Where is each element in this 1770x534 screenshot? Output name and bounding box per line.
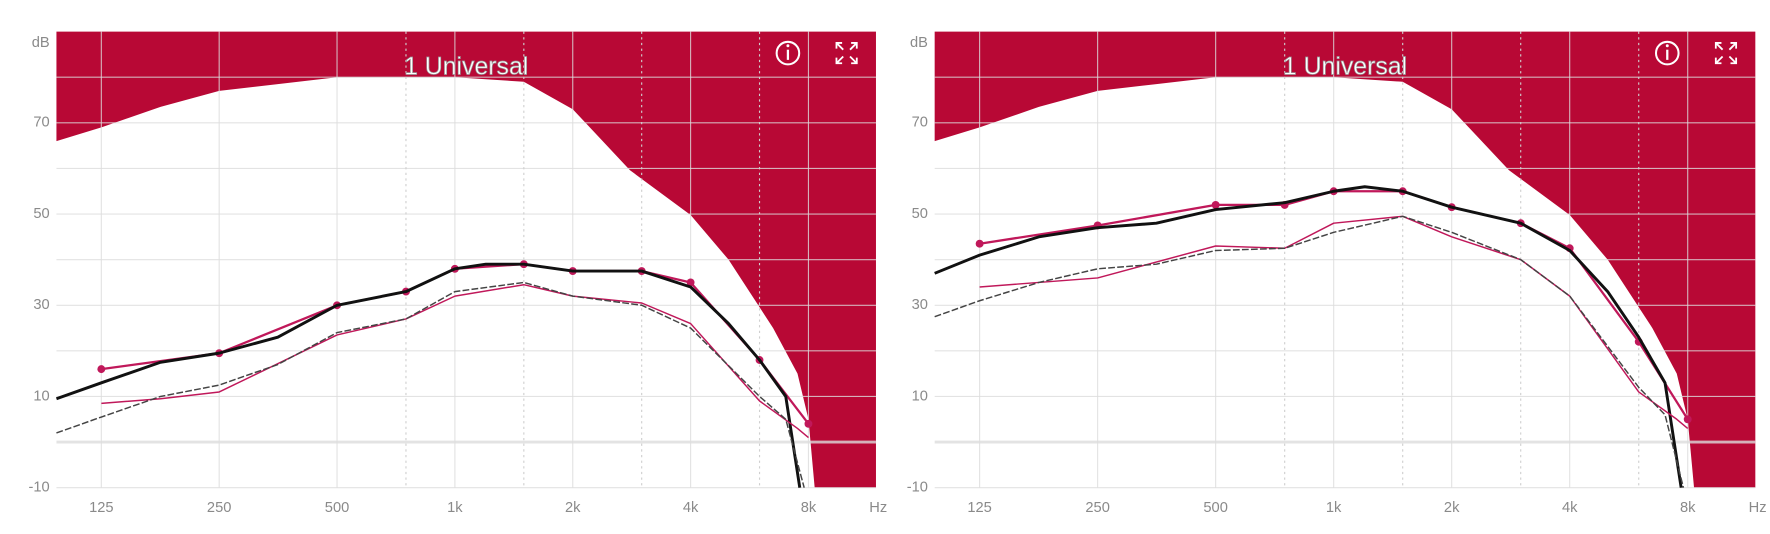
- y-tick-label: 70: [33, 115, 49, 131]
- info-button[interactable]: [1654, 40, 1680, 66]
- y-tick-label: -10: [907, 480, 928, 496]
- x-tick-label: 125: [967, 500, 991, 516]
- curve: [55, 262, 802, 488]
- info-icon: [775, 40, 801, 66]
- chart-panel: 125 250 500 1k 2k 4k 8k -10 10 30 50 70 dB Hz 1 Univer…: [907, 31, 1767, 516]
- expand-icon: [849, 42, 858, 51]
- y-tick-label: 10: [912, 388, 928, 404]
- curve: [979, 215, 1689, 429]
- y-unit: dB: [910, 35, 928, 51]
- y-tick-label: 50: [33, 206, 49, 222]
- x-tick-label: 125: [89, 500, 113, 516]
- x-tick-label: 8k: [801, 500, 817, 516]
- y-tick-label: 10: [33, 388, 49, 404]
- y-tick-label: 30: [33, 297, 49, 313]
- y-tick-label: 70: [912, 115, 928, 131]
- curve-point: [97, 365, 106, 374]
- x-tick-label: 8k: [1680, 500, 1696, 516]
- curve-point: [686, 278, 695, 287]
- x-tick-label: 500: [325, 500, 349, 516]
- expand-icon: [1714, 55, 1724, 65]
- expand-icon: [1714, 42, 1724, 51]
- x-tick-label: 2k: [565, 500, 581, 516]
- info-icon: [1665, 44, 1669, 48]
- curve: [56, 281, 805, 488]
- expand-icon: [1728, 42, 1738, 51]
- x-tick-label: 4k: [1562, 500, 1578, 516]
- y-tick-label: 30: [912, 297, 928, 313]
- x-unit: Hz: [869, 500, 887, 516]
- expand-button[interactable]: [1714, 42, 1738, 65]
- y-tick-label: 50: [912, 206, 928, 222]
- curve-point: [1211, 200, 1220, 209]
- y-unit: dB: [32, 35, 50, 51]
- expand-icon: [835, 55, 844, 65]
- curve-point: [1683, 415, 1692, 424]
- expand-icon: [1728, 55, 1738, 65]
- expand-button[interactable]: [835, 42, 858, 65]
- x-tick-label: 250: [1085, 500, 1109, 516]
- expand-icon: [835, 42, 844, 51]
- limit-area: [934, 31, 1756, 488]
- curve-point: [975, 239, 984, 248]
- x-tick-label: 1k: [1326, 500, 1342, 516]
- panel-title: 1 Universal: [404, 53, 528, 80]
- x-unit: Hz: [1749, 500, 1767, 516]
- x-tick-label: 2k: [1444, 500, 1460, 516]
- expand-icon: [849, 55, 858, 65]
- info-button[interactable]: [775, 40, 801, 66]
- info-icon: [1654, 40, 1680, 66]
- x-tick-label: 250: [207, 500, 231, 516]
- info-icon: [786, 44, 790, 48]
- curve: [101, 283, 809, 439]
- chart-panel: 125 250 500 1k 2k 4k 8k -10 10 30 50 70 dB Hz 1 Univer…: [28, 31, 887, 516]
- x-tick-label: 500: [1203, 500, 1227, 516]
- limit-area: [56, 31, 876, 488]
- curve: [934, 185, 1683, 488]
- panel-title: 1 Universal: [1283, 53, 1407, 80]
- curve: [934, 215, 1685, 488]
- x-tick-label: 1k: [447, 500, 463, 516]
- curve-point: [804, 419, 813, 428]
- x-tick-label: 4k: [683, 500, 699, 516]
- y-tick-label: -10: [28, 480, 49, 496]
